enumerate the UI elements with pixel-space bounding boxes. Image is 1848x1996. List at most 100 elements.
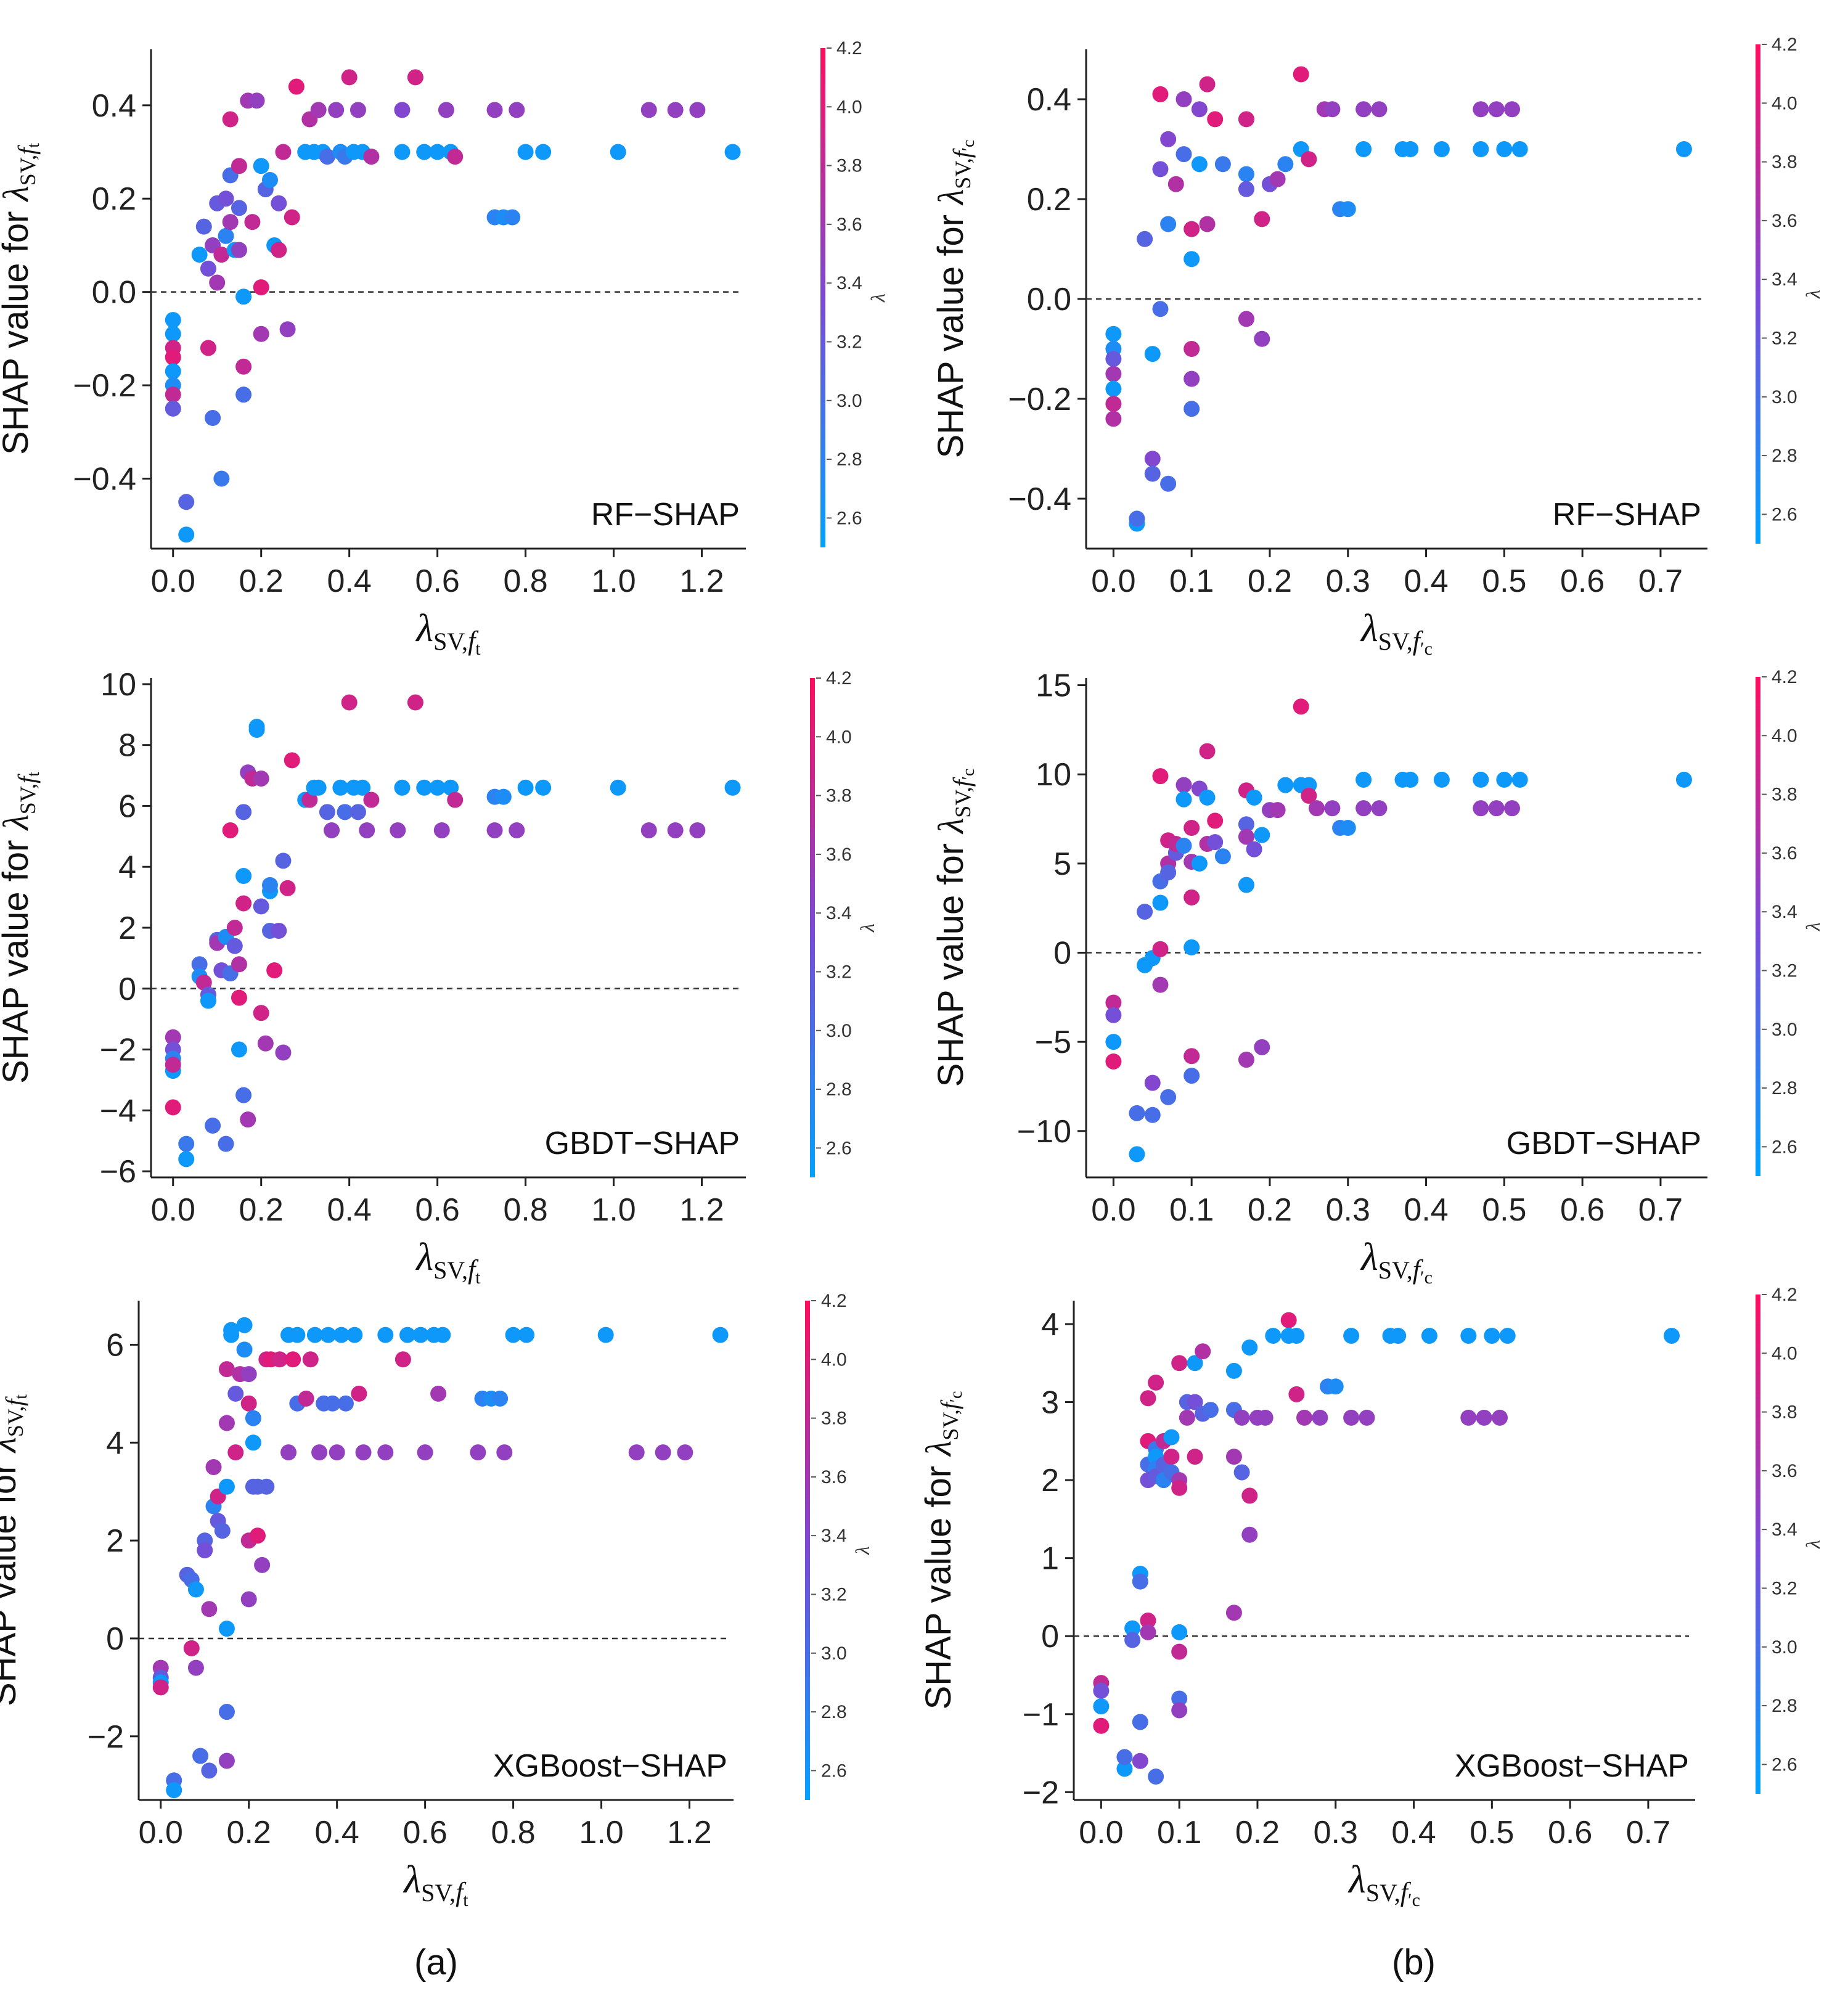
data-point [200, 260, 216, 277]
data-point [509, 822, 525, 838]
data-point [271, 242, 287, 258]
data-point [236, 1317, 253, 1333]
data-point [253, 279, 269, 296]
x-axis-label: λSV,ft [403, 1857, 468, 1910]
data-point [1293, 66, 1309, 83]
data-point [191, 247, 208, 263]
y-label-symbol: λ [931, 189, 971, 206]
y-label-text: SHAP value for [931, 205, 971, 459]
data-point [1093, 1682, 1110, 1699]
colorbar-label: λ [867, 293, 889, 303]
data-point [1433, 141, 1450, 157]
data-point [1140, 1390, 1156, 1407]
data-point [1421, 1327, 1437, 1344]
colorbar [820, 48, 825, 547]
colorbar-label: λ [1802, 922, 1824, 931]
y-axis-label: SHAP value for λSV,ft [0, 1394, 31, 1706]
y-tick-label: 0 [1053, 936, 1071, 971]
y-tick-label: −0.4 [1008, 481, 1071, 517]
data-point [518, 1327, 535, 1343]
data-point [394, 102, 411, 118]
data-point [1488, 800, 1505, 817]
data-point [271, 1351, 288, 1368]
data-point [1199, 743, 1216, 759]
x-tick-label: 0.4 [327, 1192, 372, 1228]
data-point [262, 877, 278, 893]
data-point [1105, 351, 1122, 367]
data-point [1191, 101, 1208, 118]
data-point [1163, 1429, 1180, 1446]
data-point [1355, 771, 1372, 788]
data-point [1359, 1409, 1375, 1426]
x-tick-label: 0.8 [503, 1192, 547, 1228]
x-tick-label: 0.4 [1391, 1815, 1436, 1851]
data-point [165, 387, 181, 403]
colorbar-tick-label: 3.0 [1772, 1637, 1797, 1658]
y-label-symbol: λ [0, 814, 36, 831]
data-point [1225, 1605, 1242, 1621]
data-point [1265, 1327, 1282, 1344]
data-point [407, 69, 423, 86]
data-point [517, 144, 534, 160]
colorbar-tick-label: 3.6 [821, 1467, 847, 1487]
data-point [407, 694, 423, 711]
data-point [1511, 141, 1528, 157]
y-axis-label: SHAP value for λSV,ft [0, 772, 43, 1084]
data-point [1132, 1573, 1148, 1590]
colorbar-tick-label: 2.6 [826, 1138, 852, 1158]
data-point [486, 822, 503, 838]
y-tick-label: 0 [1041, 1619, 1059, 1654]
x-tick-label: 1.2 [679, 1192, 724, 1228]
y-label-text: SHAP value for [931, 833, 971, 1087]
data-point [1152, 894, 1169, 911]
panel-6: −2 −1 0 1 2 3 4 0.0 0.1 0.2 0.3 0.4 0.5 0.6 0.7 XGBoost… [918, 1285, 1824, 1910]
colorbar-tick-label: 3.2 [1772, 328, 1797, 348]
panel-title: XGBoost−SHAP [1455, 1748, 1689, 1784]
data-point [1499, 1327, 1516, 1344]
data-point [430, 1385, 447, 1402]
data-point [1187, 1449, 1203, 1465]
data-point [235, 895, 252, 912]
data-point [1152, 86, 1169, 102]
data-point [231, 200, 247, 216]
data-point [324, 1395, 341, 1412]
data-point [1184, 889, 1200, 906]
data-point [258, 1478, 275, 1495]
data-point [253, 898, 269, 915]
data-point [1152, 768, 1169, 785]
data-point [165, 1029, 181, 1045]
data-point [231, 1041, 247, 1058]
data-point [1257, 1409, 1274, 1426]
data-point [337, 1395, 354, 1412]
colorbar-tick-label: 4.0 [1772, 1343, 1797, 1364]
data-point [275, 144, 292, 160]
x-label-subscript-sub: ′c [1420, 1267, 1433, 1288]
data-point [165, 1099, 181, 1116]
data-point [1288, 1327, 1305, 1344]
caption-b: (b) [1392, 1942, 1436, 1982]
data-point [165, 363, 181, 380]
x-label-subscript: SV, [1378, 628, 1413, 655]
data-point [226, 920, 243, 936]
x-tick-label: 0.7 [1638, 1192, 1683, 1228]
data-point [390, 822, 406, 838]
data-point [183, 1640, 200, 1656]
data-point [1105, 325, 1122, 342]
data-point [200, 992, 216, 1009]
data-point [667, 102, 684, 118]
y-tick-label: 4 [118, 849, 136, 885]
data-point [1175, 791, 1192, 808]
x-tick-label: 0.0 [1091, 563, 1135, 599]
colorbar-tick-label: 3.4 [1772, 902, 1797, 922]
data-point [1199, 216, 1216, 232]
data-point [284, 752, 300, 769]
data-point [1492, 1409, 1508, 1426]
data-point [1327, 1378, 1344, 1395]
data-point [655, 1444, 671, 1461]
data-point [187, 1659, 204, 1676]
data-point [1191, 855, 1208, 872]
y-tick-label: −0.2 [73, 368, 136, 404]
data-point [1163, 1449, 1180, 1465]
x-tick-label: 0.4 [327, 563, 372, 599]
x-tick-label: 0.6 [1560, 1192, 1605, 1228]
